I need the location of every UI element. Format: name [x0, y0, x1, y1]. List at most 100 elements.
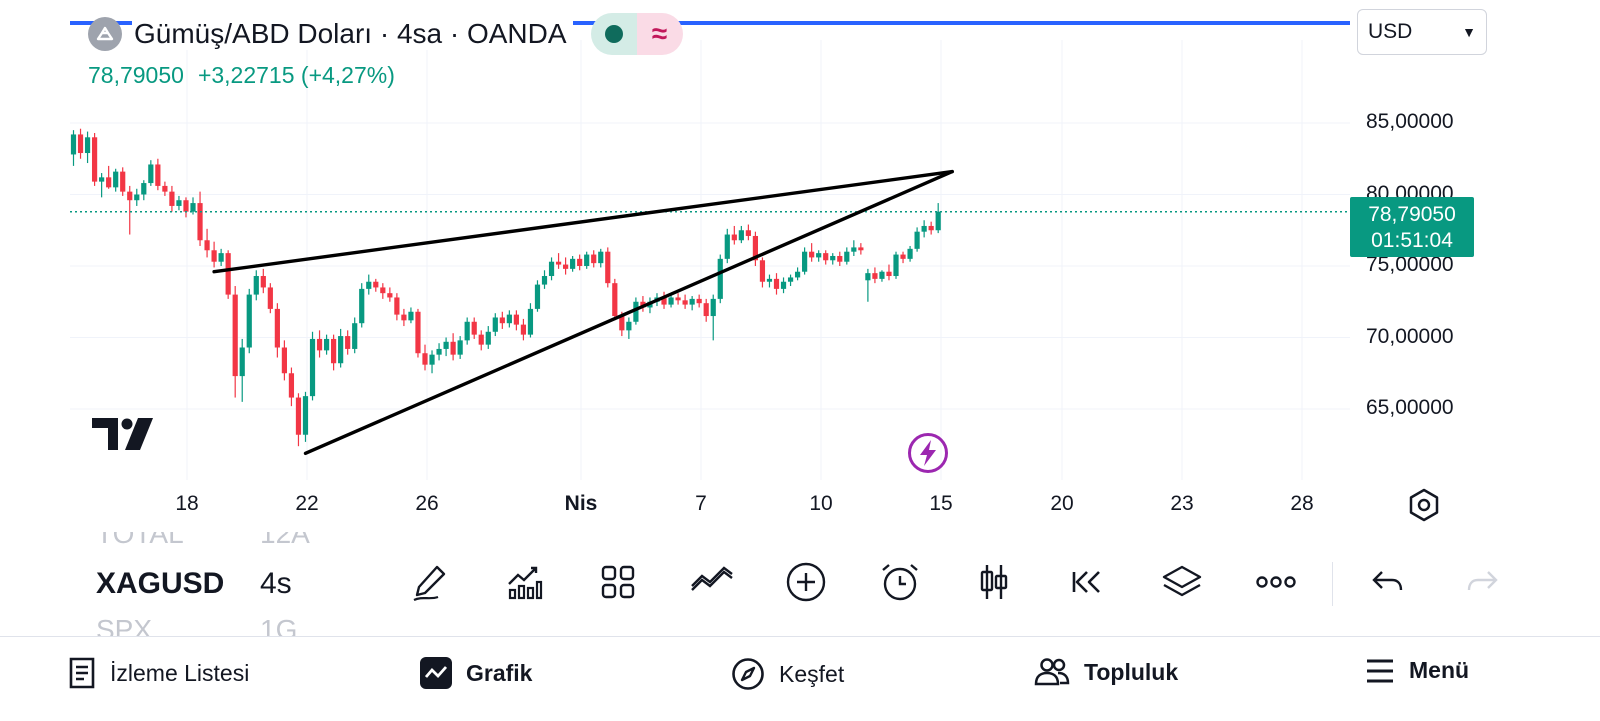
candle [141, 180, 147, 201]
candle [787, 274, 794, 287]
candle [591, 250, 597, 268]
candle [626, 317, 632, 339]
nav-watchlist[interactable]: İzleme Listesi [68, 657, 249, 689]
candle [675, 293, 681, 305]
approx-wave-icon[interactable]: ≈ [636, 13, 683, 55]
candle [316, 330, 323, 358]
candle [773, 273, 780, 295]
nav-explore[interactable]: Keşfet [731, 657, 844, 691]
candle [724, 228, 730, 264]
symbol-row-active[interactable]: XAGUSD 4s [96, 567, 292, 601]
candle [99, 173, 105, 198]
indicators-icon[interactable] [502, 560, 546, 604]
candle [70, 130, 77, 166]
candle [710, 294, 716, 341]
compare-icon[interactable] [690, 560, 734, 604]
candle [830, 253, 836, 265]
more-icon[interactable] [1254, 560, 1298, 604]
price-tick-label: 70,00000 [1366, 324, 1454, 348]
candle [661, 291, 667, 309]
market-open-dot-icon[interactable] [590, 13, 637, 55]
candle [492, 313, 498, 337]
price-change-line: 78,79050 +3,22715 (+4,27%) [88, 62, 395, 89]
candle [900, 251, 906, 264]
candle [548, 257, 555, 281]
candle [717, 254, 723, 304]
candle [148, 160, 154, 186]
watchlist-icon [69, 657, 95, 689]
bottom-toolbar: TOTAL 12A XAGUSD 4s SPX 1G [0, 532, 1600, 636]
candle [513, 310, 519, 331]
candle [886, 264, 892, 281]
alert-icon[interactable] [878, 560, 922, 604]
candle [584, 251, 590, 269]
symbol-row-next[interactable]: SPX 1G [96, 614, 297, 636]
candle [352, 317, 358, 354]
candle [246, 288, 252, 354]
candle [893, 251, 899, 279]
candle [520, 318, 527, 341]
time-tick-label: 7 [695, 492, 707, 515]
undo-icon[interactable] [1366, 560, 1410, 604]
chart-settings-icon[interactable] [1406, 487, 1442, 528]
candle [232, 286, 238, 398]
nav-menu[interactable]: Menü [1365, 657, 1469, 684]
nav-community[interactable]: Topluluk [1034, 657, 1178, 687]
candle [84, 131, 91, 164]
candle [682, 294, 688, 309]
symbol-name: TOTAL [96, 532, 184, 549]
candle [190, 197, 196, 215]
candle [429, 350, 435, 374]
candle [478, 330, 484, 351]
candle [274, 303, 280, 358]
bar-countdown: 01:51:04 [1371, 229, 1453, 252]
candle [865, 268, 871, 302]
currency-value: USD [1368, 20, 1413, 43]
candle [302, 391, 309, 442]
current-price-value: 78,79050 [1368, 203, 1456, 226]
candle [780, 277, 787, 294]
symbol-row-prev[interactable]: TOTAL 12A [96, 532, 310, 550]
layers-icon[interactable] [1160, 560, 1204, 604]
candle [197, 191, 203, 246]
compass-icon [732, 658, 764, 690]
candle [668, 294, 674, 308]
flash-icon[interactable] [907, 432, 949, 479]
chart-area[interactable]: Gümüş/ABD Doları · 4sa · OANDA ≈ 78,7905… [0, 0, 1600, 540]
currency-select[interactable]: USD ▼ [1357, 9, 1487, 55]
candle [696, 294, 702, 308]
candle [598, 248, 604, 268]
tradingview-logo[interactable] [92, 418, 154, 455]
nav-chart[interactable]: Grafik [420, 657, 532, 689]
price-chart[interactable] [0, 0, 1600, 540]
candle [239, 338, 245, 402]
candle [225, 250, 231, 299]
status-pill[interactable]: ≈ [590, 13, 683, 55]
replay-icon[interactable] [1066, 560, 1110, 604]
candle [253, 270, 259, 301]
price-tick-label: 85,00000 [1366, 110, 1454, 133]
symbol-title[interactable]: Gümüş/ABD Doları · 4sa · OANDA [132, 18, 573, 50]
symbol-header[interactable]: Gümüş/ABD Doları · 4sa · OANDA ≈ [88, 13, 683, 55]
symbol-carousel[interactable]: TOTAL 12A XAGUSD 4s SPX 1G [96, 532, 416, 636]
upper-resistance-line[interactable] [212, 169, 954, 274]
symbol-resolution: 4s [260, 567, 292, 600]
candle [844, 247, 850, 265]
time-tick-label: 15 [929, 492, 953, 515]
candle [499, 311, 505, 329]
candle [155, 158, 161, 191]
add-icon[interactable] [784, 560, 828, 604]
lower-support-line[interactable] [303, 169, 954, 456]
candle [394, 293, 400, 321]
time-tick-label: Nis [564, 492, 598, 515]
pencil-icon[interactable] [408, 560, 452, 604]
candle [380, 283, 386, 299]
candle [935, 203, 941, 234]
community-icon [1034, 658, 1070, 686]
candle [366, 274, 372, 295]
redo-icon[interactable] [1460, 560, 1504, 604]
layouts-icon[interactable] [596, 560, 640, 604]
candle [169, 185, 175, 212]
chart-type-icon[interactable] [972, 560, 1016, 604]
candle [816, 250, 822, 262]
